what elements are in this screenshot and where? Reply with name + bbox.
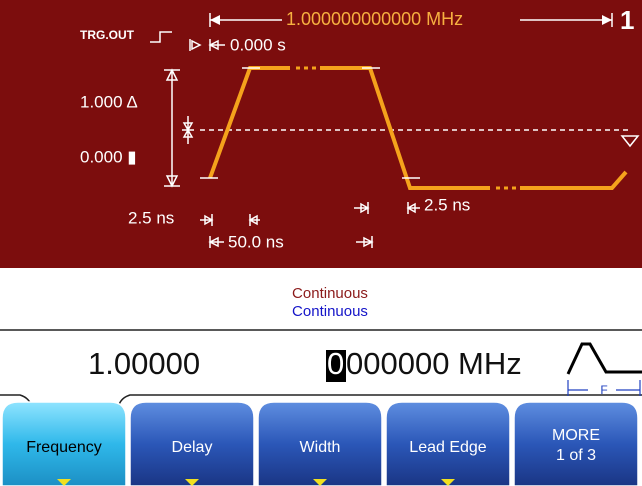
high-level: 1.000 Δ [80, 92, 138, 111]
lead-edge-value: 2.5 ns [128, 208, 174, 227]
width-value: 50.0 ns [228, 232, 284, 251]
status-channel-1: Continuous [292, 285, 368, 302]
softkey-sublabel: 1 of 3 [556, 447, 596, 464]
screen: TRG.OUT 1.000000000000 MHz 1 0.000 s 1.0… [0, 0, 642, 486]
pulse-icon-label: F [600, 383, 607, 397]
entry-cursor-digit: 0 [327, 346, 344, 381]
period-value: 1.000000000000 MHz [286, 9, 463, 29]
channel-number: 1 [620, 5, 634, 35]
entry-digits: 1.00000 [88, 346, 200, 381]
softkey-label: MORE [552, 427, 600, 444]
softkey-label: Delay [172, 439, 213, 456]
delay-value: 0.000 s [230, 35, 286, 54]
low-level: 0.000 ▮ [80, 147, 137, 166]
softkey-bar: Frequency Delay Width Lead Edge MORE 1 of 3 [2, 402, 638, 486]
softkey-label: Frequency [26, 439, 102, 456]
softkey-label: Lead Edge [409, 439, 487, 456]
entry-digits: 000000 MHz [346, 346, 522, 381]
trigger-out-label: TRG.OUT [80, 28, 135, 42]
trail-edge-value: 2.5 ns [424, 195, 470, 214]
status-channel-2: Continuous [292, 303, 368, 320]
softkey-label: Width [300, 439, 341, 456]
